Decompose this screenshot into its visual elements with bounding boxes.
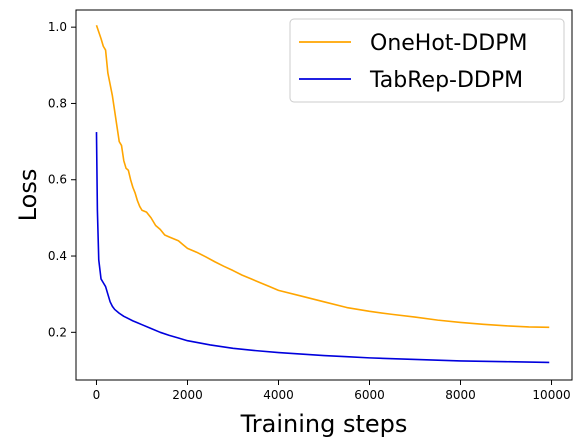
- legend-entry: OneHot-DDPM: [370, 31, 528, 56]
- x-tick-label: 6000: [354, 388, 385, 402]
- y-axis-label: Loss: [14, 169, 42, 222]
- legend: OneHot-DDPM TabRep-DDPM: [289, 18, 565, 103]
- y-tick-label: 1.0: [48, 20, 67, 34]
- series-line-onehot-ddpm: [95, 25, 550, 329]
- x-tick-label: 10000: [532, 388, 570, 402]
- x-axis-label: Training steps: [240, 410, 408, 438]
- y-tick-label: 0.4: [48, 249, 67, 263]
- x-tick-label: 0: [93, 388, 101, 402]
- legend-box: [289, 18, 565, 103]
- y-tick-label: 0.2: [48, 325, 67, 339]
- legend-entry: TabRep-DDPM: [369, 68, 523, 93]
- y-tick-label: 0.8: [48, 96, 67, 110]
- y-tick-label: 0.6: [48, 173, 67, 187]
- x-tick-label: 4000: [263, 388, 294, 402]
- x-tick-label: 2000: [172, 388, 203, 402]
- x-tick-label: 8000: [445, 388, 476, 402]
- series-line-tabrep-ddpm: [95, 132, 550, 364]
